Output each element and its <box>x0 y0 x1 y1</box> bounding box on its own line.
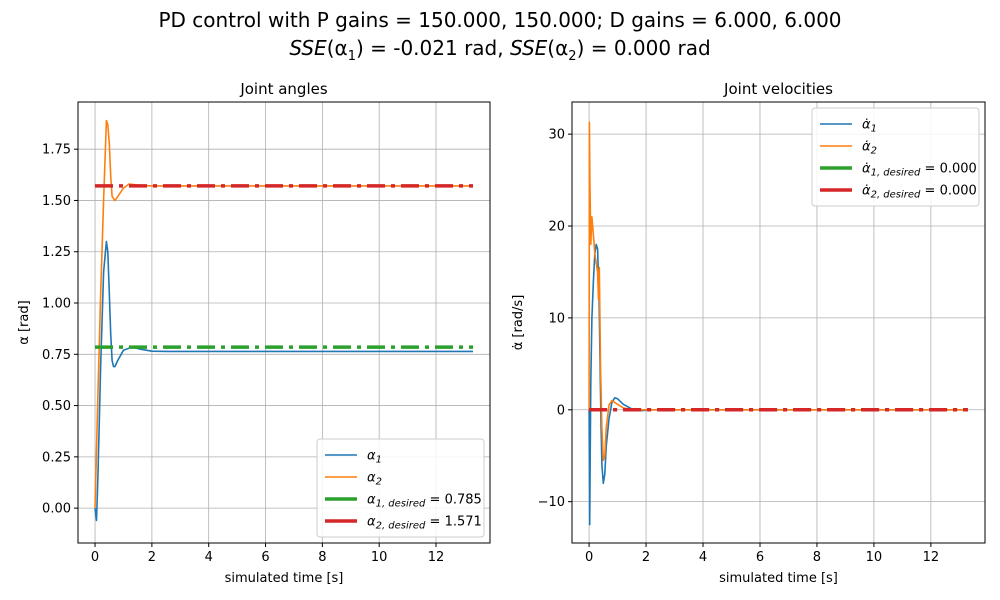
x-tick-label: 10 <box>371 550 388 565</box>
series-line-1 <box>94 240 473 522</box>
x-tick-label: 2 <box>642 550 650 565</box>
axes-frame <box>571 101 986 544</box>
y-tick-label: 0.25 <box>42 450 71 465</box>
x-tick-label: 6 <box>756 550 764 565</box>
y-tick-label: 10 <box>548 311 565 326</box>
axes-1: 0 2 4 6 8 10 120.000.250.500.751.001.251.501.7… <box>17 80 491 586</box>
legend-label-3: α̇1, desired = 0.000 <box>862 162 977 179</box>
x-tick-label: 4 <box>205 550 213 565</box>
legend-box <box>316 438 485 538</box>
legend-suffix: = 0.000 <box>920 184 976 199</box>
legend-symbol: α <box>367 515 376 530</box>
figure-title-line2: SSE(α1) = -0.021 rad, SSE(α2) = 0.000 ra… <box>0 36 1000 64</box>
y-tick-label: 1.25 <box>42 245 71 260</box>
axes-frame <box>77 101 491 544</box>
y-tick-label: 1.75 <box>42 143 71 158</box>
legend-box <box>811 107 980 207</box>
legend-subscript: 2, desired <box>871 190 921 201</box>
legend-symbol: α <box>367 449 376 464</box>
y-tick-label: 1.50 <box>42 194 71 209</box>
y-tick-label: 0 <box>557 403 565 418</box>
axes-title: Joint velocities <box>723 80 833 98</box>
series-line-2 <box>588 121 968 462</box>
legend-subscript: 1, desired <box>376 499 426 510</box>
legend-symbol: α <box>367 471 376 486</box>
legend-label-4: α2, desired = 1.571 <box>367 515 482 532</box>
legend-subscript: 2 <box>871 146 877 157</box>
alpha2-sub: 2 <box>568 49 577 64</box>
legend-label-2: α̇2 <box>862 140 877 157</box>
y-tick-label: 0.75 <box>42 348 71 363</box>
legend-label-4: α̇2, desired = 0.000 <box>862 184 977 201</box>
y-tick-label: −10 <box>538 495 565 510</box>
y-axis-label: α [rad] <box>17 300 32 344</box>
figure-title-line1: PD control with P gains = 150.000, 150.0… <box>158 8 842 32</box>
y-tick-label: 30 <box>548 128 565 143</box>
y-tick-label: 0.00 <box>42 502 71 517</box>
sse-label-1: SSE <box>289 36 327 60</box>
x-tick-label: 8 <box>318 550 326 565</box>
sse-label-2: SSE <box>509 36 548 60</box>
axes-title: Joint angles <box>239 80 328 98</box>
sse-value-2: ) = 0.000 rad <box>576 36 711 60</box>
x-tick-label: 4 <box>699 550 707 565</box>
alpha1-paren: (α <box>326 36 348 60</box>
x-tick-label: 12 <box>923 550 940 565</box>
y-tick-label: 0.50 <box>42 399 71 414</box>
legend-label-1: α̇1 <box>862 118 877 135</box>
legend-symbol: α <box>367 493 376 508</box>
legend-subscript: 2 <box>376 477 382 488</box>
legend-subscript: 1 <box>871 124 877 135</box>
x-tick-label: 8 <box>813 550 821 565</box>
legend-suffix: = 1.571 <box>425 515 481 530</box>
legend-symbol: α̇ <box>862 162 871 177</box>
x-axis-label: simulated time [s] <box>225 571 344 586</box>
x-tick-label: 12 <box>428 550 445 565</box>
alpha2-paren: (α <box>547 36 569 60</box>
legend-subscript: 1, desired <box>871 168 921 179</box>
x-tick-label: 10 <box>866 550 883 565</box>
legend-symbol: α̇ <box>862 118 871 133</box>
x-tick-label: 0 <box>91 550 99 565</box>
legend-label-3: α1, desired = 0.785 <box>367 493 482 510</box>
y-axis-label: α̇ [rad/s] <box>511 295 526 351</box>
y-tick-label: 1.00 <box>42 297 71 312</box>
sse-value-1: ) = -0.021 rad, <box>355 36 510 60</box>
legend-label-2: α2 <box>367 471 382 488</box>
y-tick-label: 20 <box>548 220 565 235</box>
x-axis-label: simulated time [s] <box>719 571 838 586</box>
alpha1-sub: 1 <box>347 49 356 64</box>
x-tick-label: 0 <box>585 550 593 565</box>
legend-subscript: 1 <box>376 455 382 466</box>
x-tick-label: 6 <box>261 550 269 565</box>
legend-label-1: α1 <box>367 449 382 466</box>
legend-symbol: α̇ <box>862 184 871 199</box>
legend-suffix: = 0.785 <box>425 493 481 508</box>
legend-suffix: = 0.000 <box>920 162 976 177</box>
x-tick-label: 2 <box>148 550 156 565</box>
legend-subscript: 2, desired <box>376 521 426 532</box>
legend-symbol: α̇ <box>862 140 871 155</box>
